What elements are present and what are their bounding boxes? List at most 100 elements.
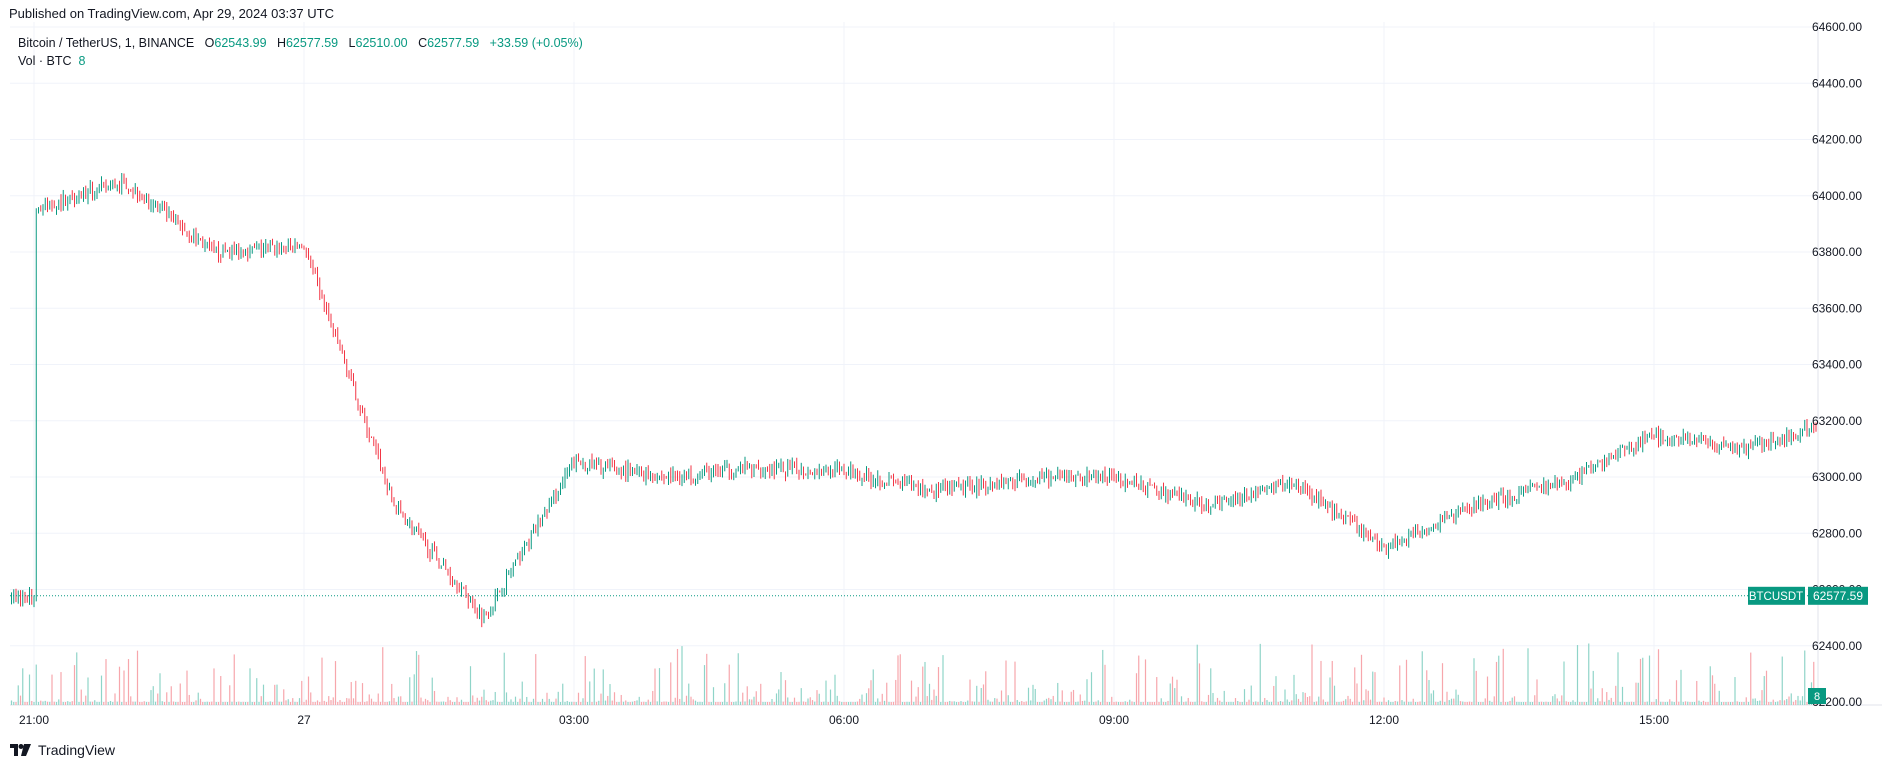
price-tick-label: 63600.00 [1812, 301, 1862, 315]
volume-bar [1300, 701, 1302, 705]
volume-bar [562, 683, 564, 705]
volume-bar [456, 697, 458, 705]
volume-bar [820, 701, 823, 705]
volume-bar [1369, 699, 1372, 705]
volume-bar [834, 674, 836, 705]
volume-bar [1264, 697, 1266, 705]
volume-bar [260, 696, 262, 705]
volume-bar [1680, 669, 1682, 705]
volume-bar [125, 701, 127, 705]
volume-bar [1135, 673, 1138, 705]
time-axis[interactable]: 21:002703:0006:0009:0012:0015:0018:0021:… [19, 713, 1882, 727]
volume-bar [1516, 701, 1518, 705]
volume-bar [793, 697, 796, 705]
volume-bar [737, 653, 739, 705]
volume-bar [229, 685, 231, 705]
volume-bar [1455, 689, 1457, 705]
volume-bar [1729, 702, 1732, 705]
volume-bar [829, 689, 832, 705]
volume-bar [1666, 701, 1669, 705]
volume-bar [1556, 698, 1558, 705]
volume-bar [1675, 680, 1678, 705]
volume-bar [13, 701, 15, 705]
tradingview-footer[interactable]: TradingView [10, 742, 115, 758]
volume-bar [735, 701, 737, 705]
volume-bar [1419, 701, 1421, 705]
volume-bar [24, 701, 26, 705]
volume-bar [514, 696, 517, 705]
volume-bar [895, 679, 897, 705]
volume-bar [301, 680, 303, 705]
volume-bar [159, 673, 161, 705]
volume-bar [364, 702, 366, 705]
volume-bar [1124, 701, 1126, 705]
volume-bar [638, 696, 640, 705]
volume-bar [631, 701, 634, 705]
volume-bar [476, 697, 478, 705]
volume-bar [582, 698, 584, 705]
volume-bar [224, 701, 226, 705]
volume-bar [982, 684, 985, 705]
volume-bar [1423, 701, 1426, 705]
volume-bar [499, 701, 501, 705]
volume-label[interactable]: Vol · BTC [18, 54, 72, 68]
candles[interactable] [11, 172, 1817, 628]
volume-bar [1547, 701, 1549, 705]
tradingview-brand: TradingView [38, 742, 116, 758]
volume-bar [647, 699, 649, 705]
volume-bar [1453, 698, 1455, 705]
volume-bar [559, 701, 562, 705]
volume-bar [778, 689, 780, 705]
volume-bar [1115, 701, 1117, 705]
volume-bar [1421, 651, 1423, 705]
volume-bar [1628, 702, 1630, 705]
volume-bar [103, 701, 105, 705]
symbol-title[interactable]: Bitcoin / TetherUS, 1, BINANCE [18, 36, 195, 50]
volume-bar [80, 689, 82, 705]
volume-bar [1374, 672, 1376, 705]
volume-bar [798, 701, 800, 705]
volume-bar [811, 700, 814, 705]
volume-bar [46, 701, 49, 705]
volume-bar [1315, 701, 1318, 705]
volume-bar [942, 655, 944, 705]
volume-bar [1194, 701, 1196, 705]
volume-bar [816, 690, 818, 705]
volume-bar [1401, 700, 1403, 705]
volume-bar [352, 698, 355, 705]
volume-bar [231, 701, 233, 705]
volume-bar [566, 700, 568, 705]
volume-bar [431, 677, 433, 705]
volume-bar [1752, 698, 1754, 705]
volume-bar [368, 694, 370, 705]
volume-bar [841, 701, 843, 705]
volume-bar [193, 701, 195, 705]
volume-bar [373, 701, 375, 705]
volume-bar [55, 701, 58, 705]
volume-bar [1340, 701, 1342, 705]
price-axis[interactable]: 62200.0062400.0062600.0062800.0063000.00… [1812, 20, 1862, 709]
volume-bar [1279, 701, 1282, 705]
volume-bar [589, 681, 591, 705]
volume-bar [1167, 700, 1169, 705]
volume-bar [1446, 691, 1448, 705]
volume-bar [1313, 701, 1315, 705]
volume-bar [1327, 701, 1329, 705]
published-header: Published on TradingView.com, Apr 29, 20… [9, 6, 334, 21]
volume-bar [802, 701, 805, 705]
volume-bar [1360, 654, 1363, 705]
volume-bar [649, 701, 652, 705]
close-label: C [418, 36, 428, 50]
volume-bar [1097, 700, 1099, 705]
volume-bar [310, 692, 312, 705]
volume-bar [1072, 689, 1075, 705]
volume-bar [314, 701, 316, 705]
volume-bar [640, 701, 643, 705]
volume-bar [528, 702, 530, 705]
volume-bar [375, 701, 377, 705]
volume-bar [1765, 670, 1768, 705]
volume-bar [184, 701, 186, 705]
volume-bar [332, 697, 334, 705]
volume-bar [458, 701, 460, 705]
